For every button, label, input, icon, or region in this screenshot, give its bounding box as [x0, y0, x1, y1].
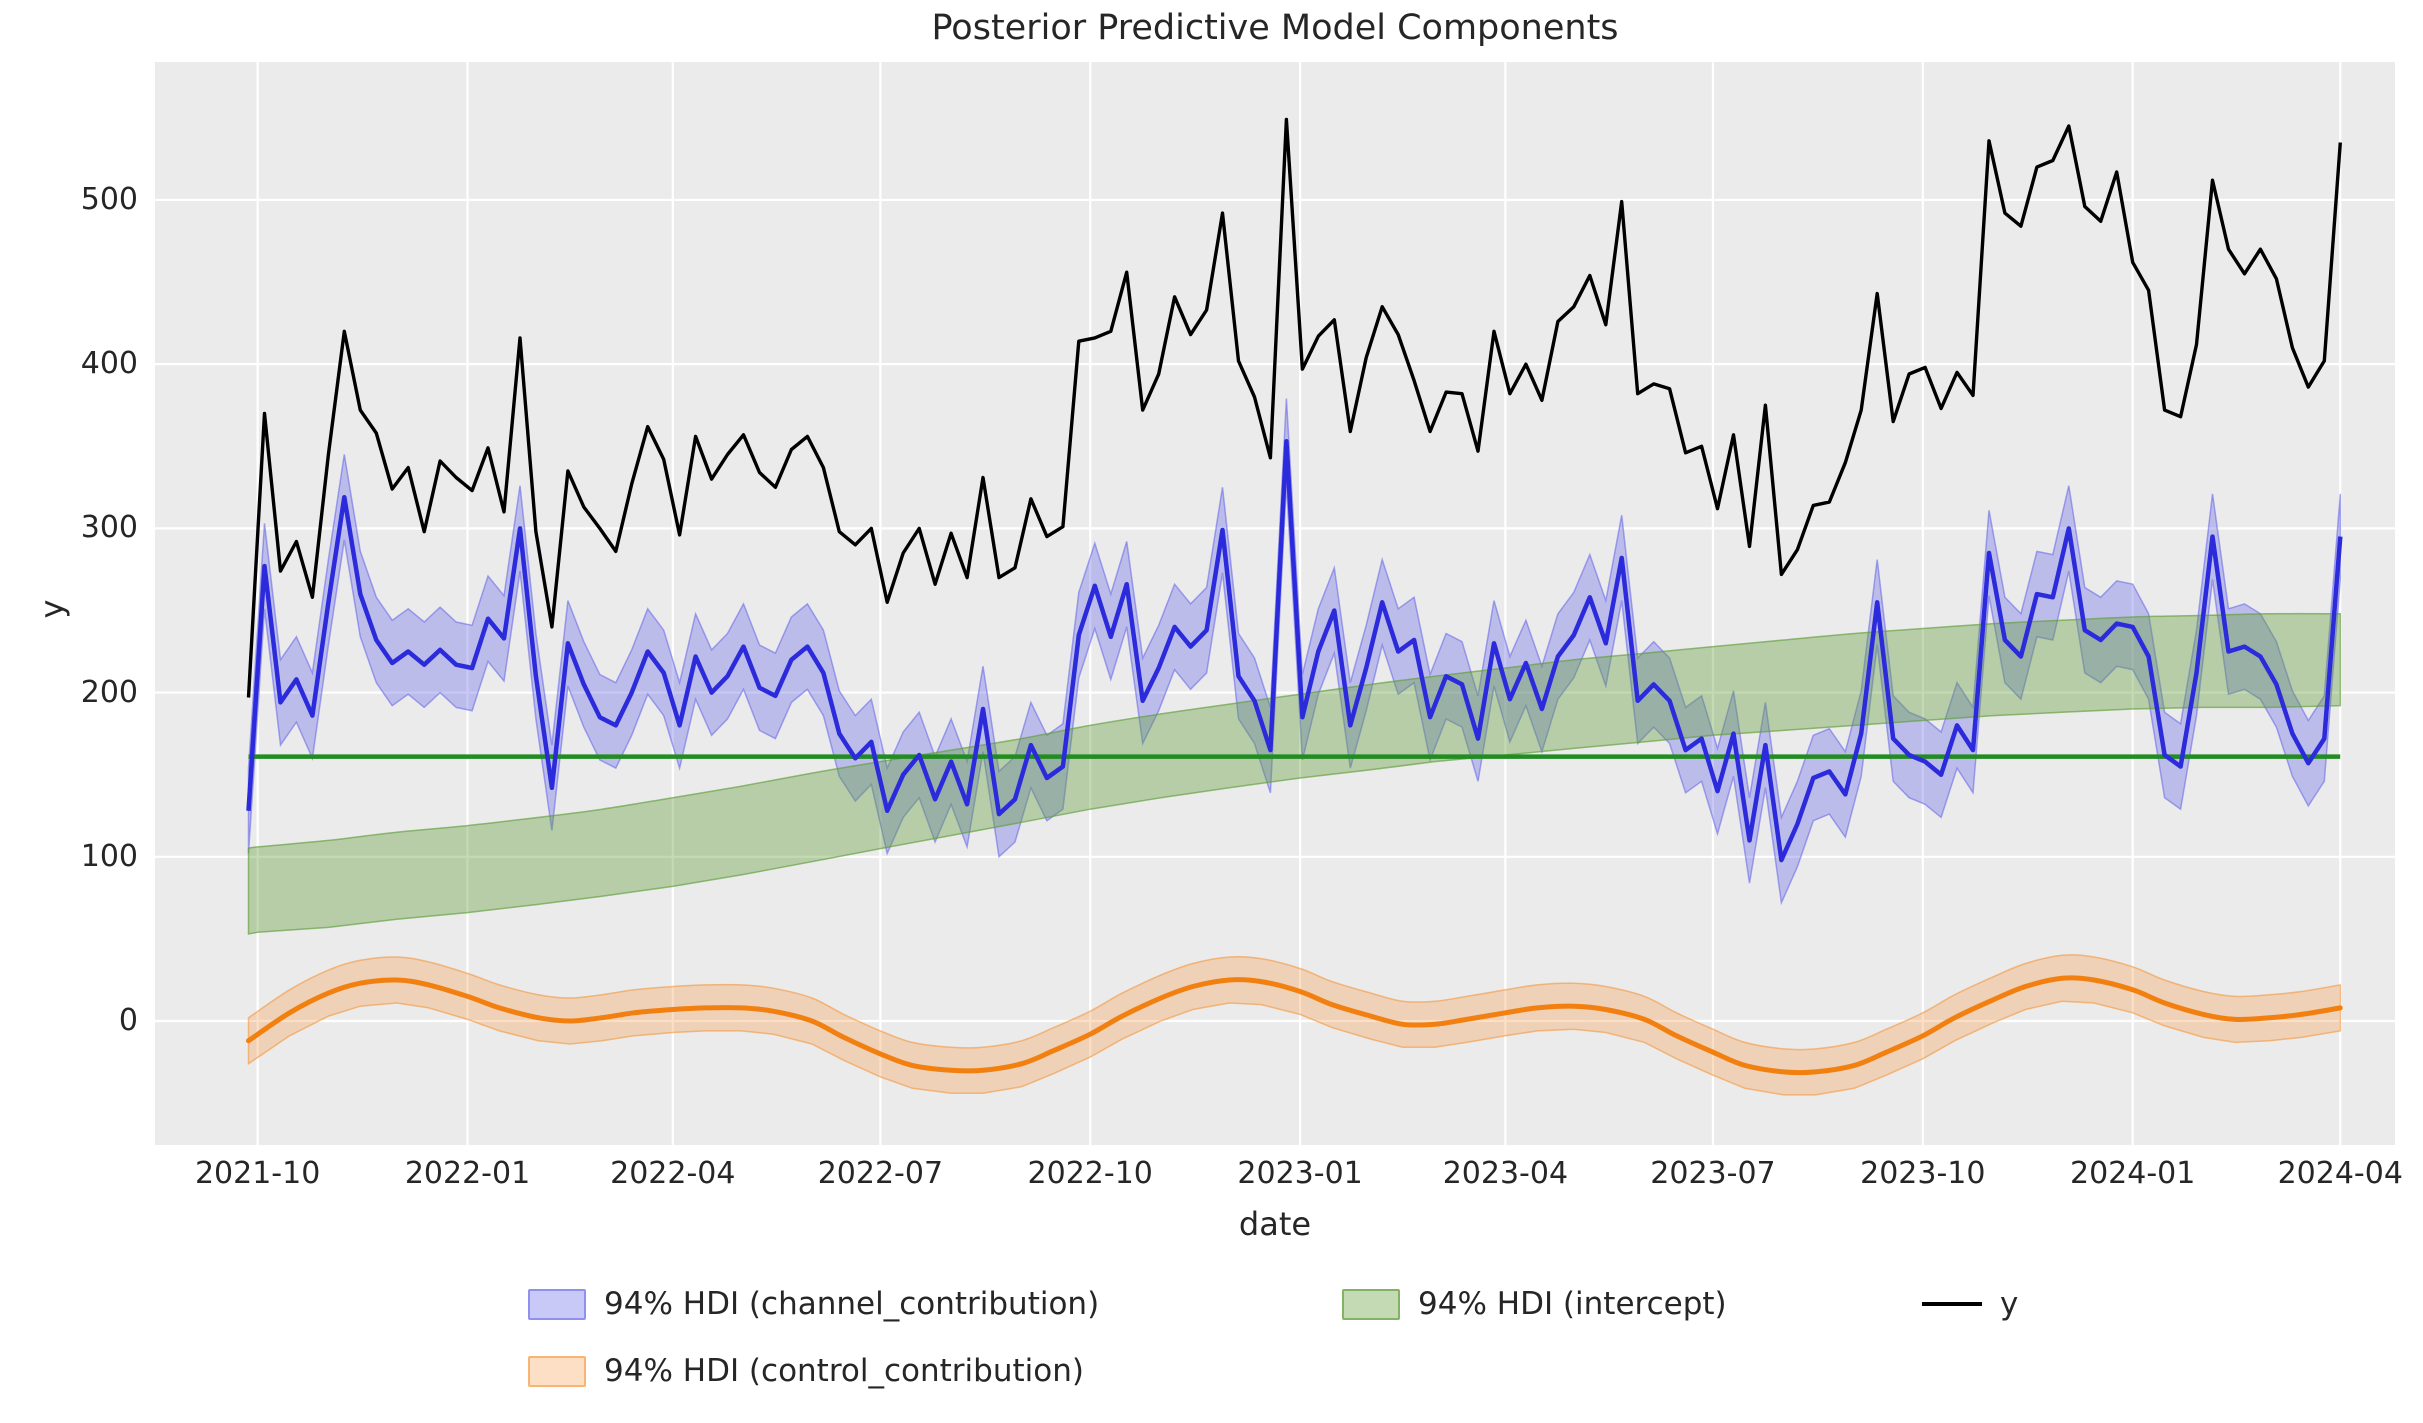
legend-label-y: y — [2000, 1286, 2019, 1322]
legend-item-control: 94% HDI (control_contribution) — [528, 1349, 1084, 1393]
legend-label-intercept: 94% HDI (intercept) — [1418, 1286, 1727, 1322]
y-tick-label: 0 — [118, 1003, 138, 1039]
y-tick-label: 300 — [80, 510, 138, 546]
y-axis-label: y — [33, 599, 71, 619]
y-tick-label: 500 — [80, 181, 138, 217]
legend-item-y: y — [1922, 1282, 2018, 1326]
x-tick-label: 2022-07 — [817, 1156, 944, 1191]
y-tick-label: 400 — [80, 346, 138, 382]
x-tick-label: 2023-04 — [1442, 1156, 1569, 1191]
y-tick-label: 100 — [80, 838, 138, 874]
intercept-hdi-swatch — [1342, 1288, 1400, 1320]
chart-title: Posterior Predictive Model Components — [931, 8, 1619, 48]
y-tick-label: 200 — [80, 674, 138, 710]
legend-label-channel: 94% HDI (channel_contribution) — [604, 1286, 1100, 1322]
x-tick-label: 2023-01 — [1237, 1156, 1363, 1191]
x-axis-label: date — [1238, 1205, 1312, 1243]
x-tick-label: 2024-04 — [2277, 1156, 2403, 1191]
control-mean-line — [246, 975, 2343, 1076]
x-tick-label: 2021-10 — [194, 1156, 321, 1191]
x-tick-label: 2023-07 — [1650, 1156, 1776, 1191]
control-hdi-swatch — [528, 1355, 586, 1387]
x-tick-label: 2024-01 — [2069, 1156, 2196, 1191]
x-tick-label: 2023-10 — [1860, 1156, 1986, 1191]
channel-mean-line — [246, 439, 2343, 863]
x-tick-label: 2022-01 — [404, 1156, 531, 1191]
channel-hdi-swatch — [528, 1288, 586, 1320]
y-line — [246, 117, 2342, 698]
x-tick-label: 2022-04 — [610, 1156, 736, 1191]
intercept-hdi-band — [247, 612, 2342, 935]
control-hdi-band — [247, 954, 2342, 1096]
y-line-swatch — [1922, 1302, 1982, 1306]
x-tick-label: 2022-10 — [1027, 1156, 1153, 1191]
legend-item-intercept: 94% HDI (intercept) — [1342, 1282, 1727, 1326]
legend-item-channel: 94% HDI (channel_contribution) — [528, 1282, 1099, 1326]
legend-label-control: 94% HDI (control_contribution) — [604, 1353, 1084, 1389]
